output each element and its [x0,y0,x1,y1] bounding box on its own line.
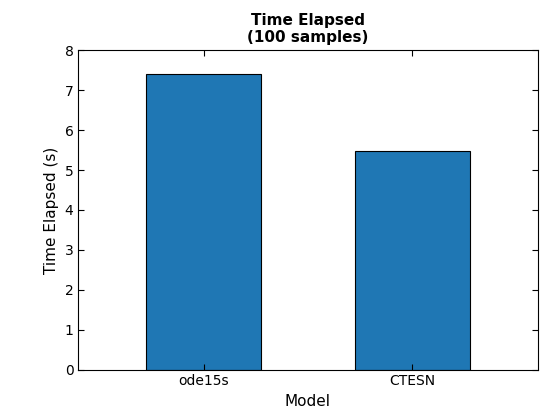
Bar [355,151,470,370]
Y-axis label: Time Elapsed (s): Time Elapsed (s) [44,147,59,273]
Title: Time Elapsed
(100 samples): Time Elapsed (100 samples) [248,13,368,45]
Bar [146,74,261,370]
X-axis label: Model: Model [285,394,331,409]
